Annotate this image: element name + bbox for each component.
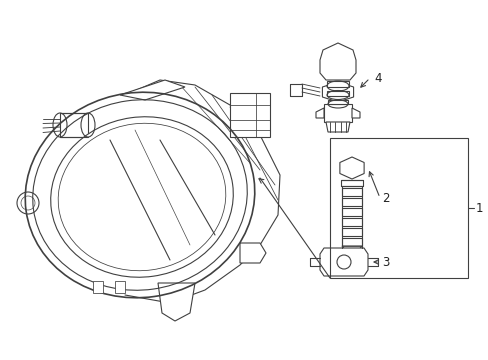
Bar: [329, 138, 467, 278]
Text: 3: 3: [381, 256, 388, 269]
Bar: [115, 281, 125, 293]
Polygon shape: [229, 93, 269, 137]
Polygon shape: [240, 243, 265, 263]
Polygon shape: [120, 80, 184, 100]
Polygon shape: [158, 283, 195, 321]
Polygon shape: [319, 248, 367, 276]
Text: 2: 2: [381, 192, 389, 204]
Polygon shape: [341, 208, 361, 216]
Polygon shape: [60, 113, 88, 137]
Polygon shape: [341, 238, 361, 246]
Polygon shape: [327, 100, 347, 104]
Text: 4: 4: [373, 72, 381, 85]
Polygon shape: [319, 43, 355, 80]
Polygon shape: [341, 218, 361, 226]
Text: 1: 1: [475, 202, 483, 215]
Polygon shape: [339, 157, 364, 179]
Bar: [93, 281, 103, 293]
Polygon shape: [351, 108, 359, 118]
Polygon shape: [325, 122, 349, 132]
Polygon shape: [315, 108, 324, 118]
Polygon shape: [341, 246, 361, 258]
Polygon shape: [324, 104, 351, 122]
Polygon shape: [322, 82, 353, 102]
Polygon shape: [341, 228, 361, 236]
Polygon shape: [326, 90, 348, 95]
Polygon shape: [341, 188, 361, 196]
Ellipse shape: [51, 117, 233, 277]
Polygon shape: [326, 81, 348, 87]
Polygon shape: [341, 198, 361, 206]
Polygon shape: [340, 180, 362, 186]
